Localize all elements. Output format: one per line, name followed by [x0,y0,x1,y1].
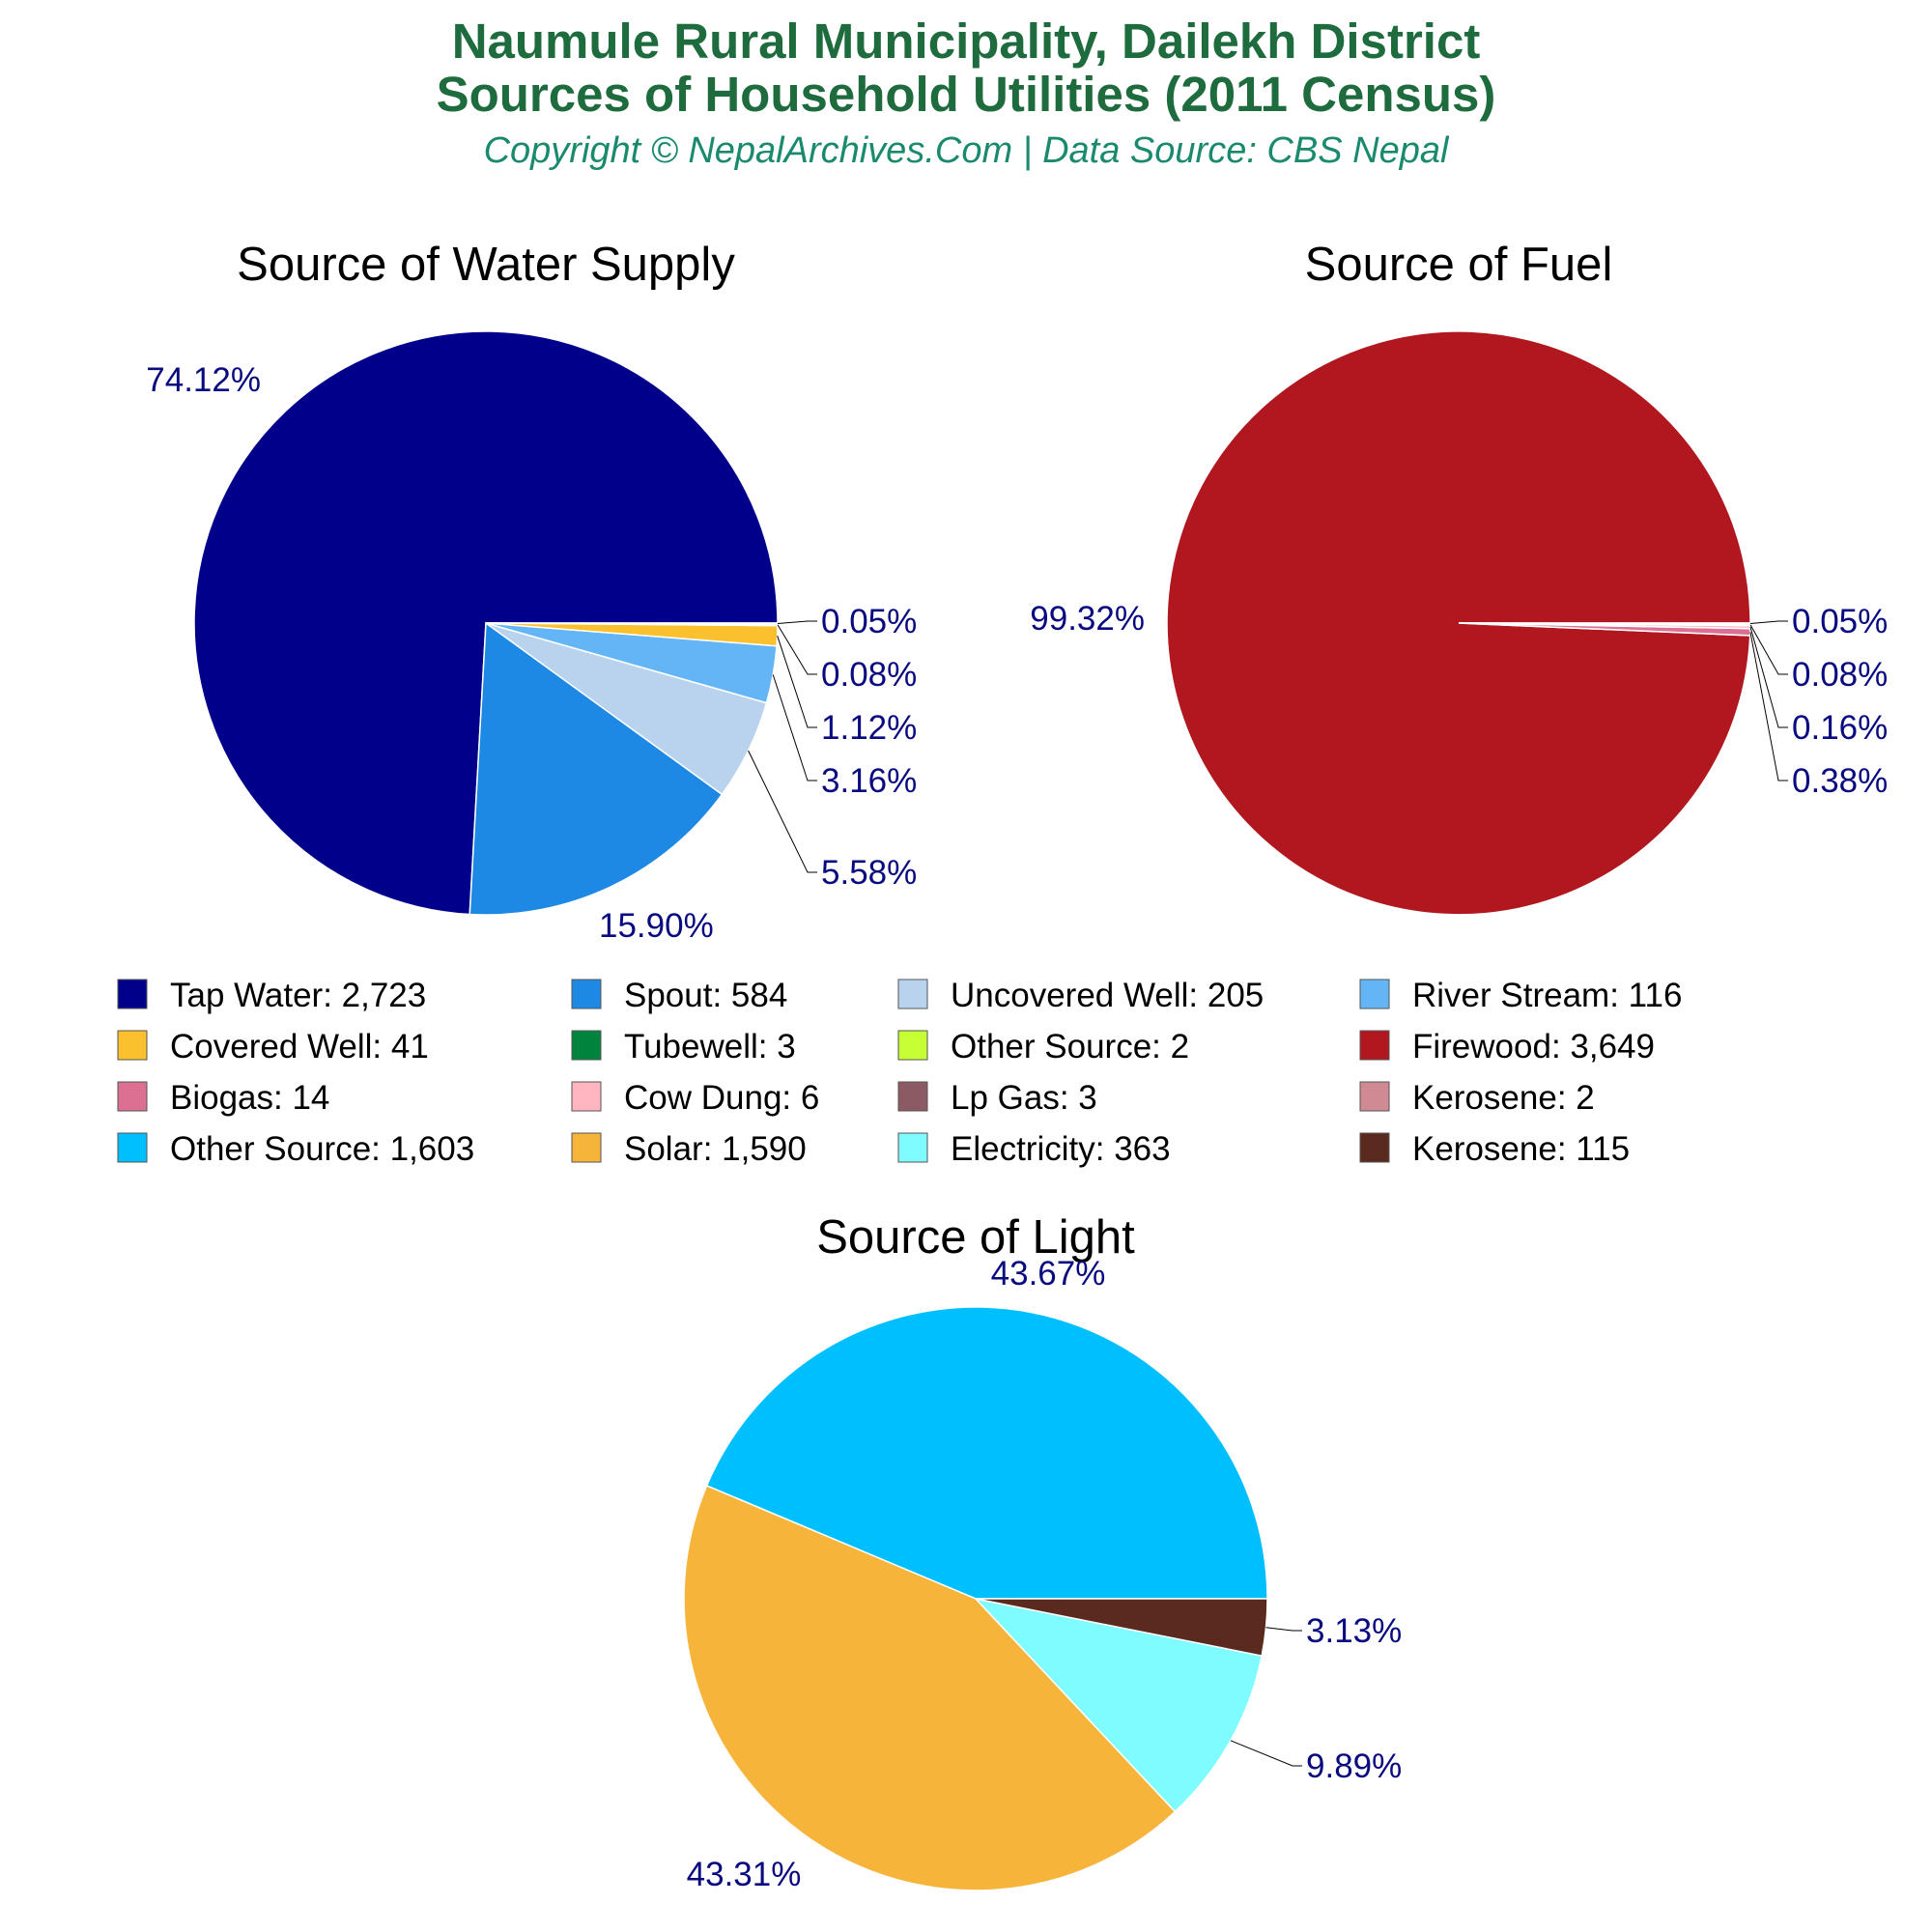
pie-slice-other-source [705,1306,1268,1600]
legend-label: Biogas: 14 [170,1079,329,1117]
legend-label: Spout: 584 [624,977,787,1014]
page-title-line-1: Naumule Rural Municipality, Dailekh Dist… [452,14,1481,69]
legend-swatch [897,1030,928,1061]
legend-swatch [1359,1132,1390,1163]
legend-swatch [571,1081,602,1112]
legend-label: Electricity: 363 [951,1130,1171,1168]
legend-label: Lp Gas: 3 [951,1079,1097,1117]
pie-slice-kerosene [1458,622,1751,625]
legend-swatch [1359,979,1390,1009]
legend-label: Cow Dung: 6 [624,1079,819,1117]
leader-line-kerosene [1265,1627,1302,1632]
pct-label-other-source: 0.05% [821,603,917,640]
legend-label: Solar: 1,590 [624,1130,807,1168]
pct-label-other-source: 43.67% [991,1255,1106,1293]
legend-swatch [571,1132,602,1163]
pct-label-tubewell: 0.08% [821,656,917,694]
legend-swatch [571,979,602,1009]
pie-slice-kerosene [975,1598,1268,1657]
legend-label: Tap Water: 2,723 [170,977,426,1014]
pct-label-firewood: 99.32% [1030,600,1145,638]
leader-line-electricity [1230,1740,1302,1767]
legend-label: Firewood: 3,649 [1412,1028,1655,1065]
page-subtitle: Copyright © NepalArchives.Com | Data Sou… [484,130,1450,171]
legend-label: Uncovered Well: 205 [951,977,1264,1014]
pct-label-kerosene: 3.13% [1306,1612,1402,1650]
pct-label-river-stream: 3.16% [821,762,917,800]
leader-line-biogas [1749,632,1788,781]
pct-label-kerosene: 0.05% [1792,603,1888,640]
legend-swatch [1359,1081,1390,1112]
legend-swatch [117,979,148,1009]
legend-swatch [897,1081,928,1112]
leader-line-kerosene [1749,620,1788,624]
legend: Tap Water: 2,723 Spout: 584 Uncovered Well… [117,977,1682,1168]
legend-label: Other Source: 2 [951,1028,1189,1065]
pct-label-spout: 15.90% [599,907,714,945]
pie-slice-solar [683,1484,1177,1891]
pct-label-uncovered-well: 5.58% [821,854,917,892]
fuel-pie-chart: Source of Fuel 99.32% 0.38% 0.16% 0.08% 0.05% [1030,239,1888,916]
pie-title: Source of Water Supply [237,239,735,291]
legend-swatch [897,1132,928,1163]
legend-label: Covered Well: 41 [170,1028,429,1065]
leader-line-river-stream [772,674,817,781]
leader-line-cow-dung [1749,626,1788,728]
leader-line-covered-well [777,636,817,728]
legend-swatch [117,1081,148,1112]
pct-label-electricity: 9.89% [1306,1747,1402,1785]
pct-label-solar: 43.31% [687,1856,802,1893]
legend-label: River Stream: 116 [1412,977,1682,1014]
leader-line-tubewell [777,624,817,675]
pct-label-lp-gas: 0.08% [1792,656,1888,694]
legend-swatch [117,1132,148,1163]
legend-label: Kerosene: 115 [1412,1130,1630,1168]
pie-title: Source of Fuel [1305,239,1613,291]
page-title-line-2: Sources of Household Utilities (2011 Cen… [437,67,1496,122]
pct-label-covered-well: 1.12% [821,709,917,747]
leader-line-other-source [777,620,817,624]
legend-swatch [1359,1030,1390,1061]
pie-slice-other-source [485,622,779,625]
pct-label-cow-dung: 0.16% [1792,709,1888,747]
pct-label-tap-water: 74.12% [146,361,261,399]
water-supply-pie-chart: Source of Water Supply 74.12% 15.90% 5.58% 3… [146,239,917,945]
leader-line-uncovered-well [748,750,817,873]
legend-label: Tubewell: 3 [624,1028,796,1065]
pie-title: Source of Light [816,1211,1135,1264]
legend-swatch [117,1030,148,1061]
legend-swatch [897,979,928,1009]
pie-slice-electricity [973,1597,1264,1813]
pct-label-biogas: 0.38% [1792,762,1888,800]
legend-swatch [571,1030,602,1061]
legend-label: Other Source: 1,603 [170,1130,474,1168]
legend-label: Kerosene: 2 [1412,1079,1595,1117]
pie-slice-spout [469,621,724,916]
leader-line-lp-gas [1749,624,1788,675]
